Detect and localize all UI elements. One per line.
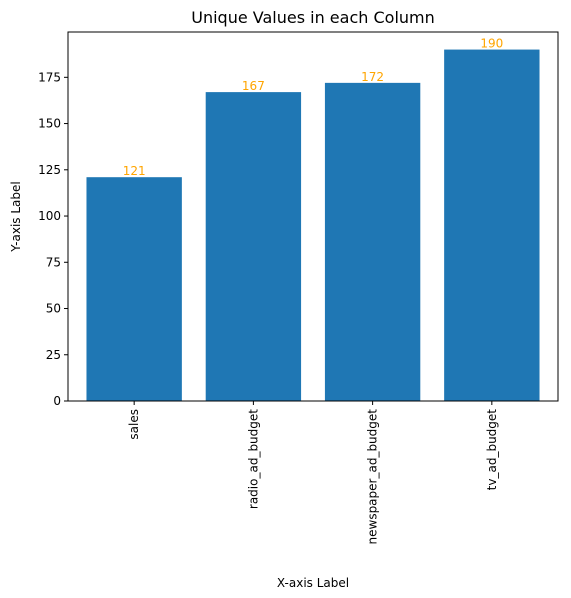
- y-tick-label: 175: [38, 70, 61, 84]
- bars-group: [86, 49, 540, 402]
- y-axis-label: Y-axis Label: [9, 181, 23, 252]
- data-label-radio-ad-budget: 167: [242, 79, 265, 93]
- chart-title: Unique Values in each Column: [191, 8, 435, 27]
- bar-newspaper-ad-budget: [324, 82, 421, 402]
- y-tick-label: 50: [46, 302, 61, 316]
- data-label-tv-ad-budget: 190: [480, 37, 503, 51]
- bar-sales: [86, 177, 182, 401]
- x-tick-label: radio_ad_budget: [246, 409, 260, 509]
- plot-frame: [67, 31, 559, 402]
- data-labels-group: 121 167 172 190: [123, 37, 504, 179]
- x-axis-label: X-axis Label: [277, 576, 349, 590]
- y-tick-label: 0: [53, 394, 61, 408]
- data-label-sales: 121: [123, 164, 146, 178]
- data-label-newspaper-ad-budget: 172: [361, 70, 384, 84]
- y-tick-label: 125: [38, 163, 61, 177]
- bar-tv-ad-budget: [444, 49, 540, 401]
- x-tick-label: sales: [127, 409, 141, 440]
- x-axis: sales radio_ad_budget newspaper_ad_budget t…: [127, 401, 499, 544]
- bar-radio-ad-budget: [205, 92, 302, 401]
- x-tick-label: newspaper_ad_budget: [366, 409, 380, 545]
- y-tick-label: 25: [46, 348, 61, 362]
- x-tick-label: tv_ad_budget: [485, 409, 499, 491]
- y-tick-label: 150: [38, 117, 61, 131]
- y-axis: 0 25 50 75 100 125 150 175: [38, 70, 68, 408]
- y-tick-label: 100: [38, 209, 61, 223]
- y-tick-label: 75: [46, 255, 61, 269]
